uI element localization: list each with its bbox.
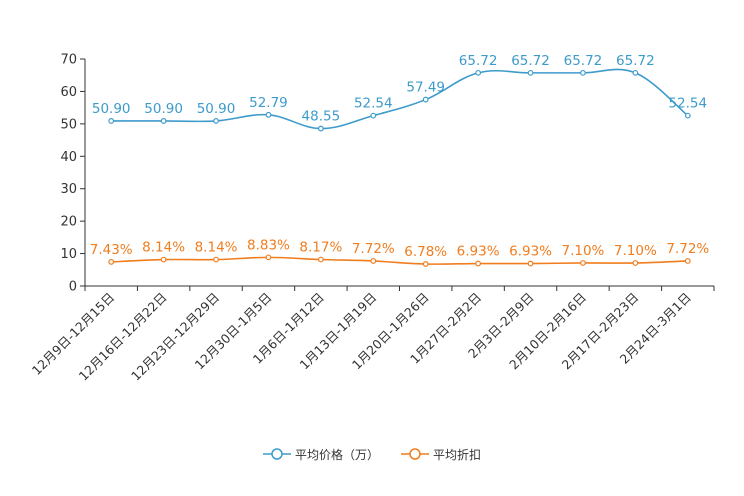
data-label-0: 50.90: [197, 101, 236, 117]
data-label-1: 6.93%: [509, 244, 552, 260]
series-line-0: [111, 68, 689, 130]
x-tick-label: 12月23日-12月29日: [128, 290, 222, 384]
legend-item-price[interactable]: 平均价格（万）: [262, 446, 379, 463]
data-label-0: 50.90: [92, 101, 131, 117]
data-label-0: 65.72: [511, 53, 550, 69]
data-label-1: 7.10%: [614, 243, 657, 259]
data-label-0: 65.72: [616, 53, 655, 69]
y-tick-label: 50: [60, 117, 77, 132]
data-point-1: [265, 254, 272, 261]
data-point-0: [475, 69, 482, 76]
data-point-0: [213, 118, 219, 124]
data-point-1: [527, 260, 534, 267]
data-point-0: [108, 118, 115, 124]
series-line-1: [111, 256, 688, 265]
data-label-0: 50.90: [144, 101, 183, 117]
y-tick-label: 70: [60, 53, 77, 68]
data-label-1: 8.14%: [142, 240, 185, 256]
data-point-1: [108, 259, 115, 265]
data-point-0: [265, 111, 272, 118]
data-label-1: 6.78%: [404, 244, 447, 260]
data-point-1: [475, 260, 482, 267]
data-point-1: [160, 256, 167, 263]
data-point-1: [213, 256, 219, 263]
data-label-1: 7.72%: [666, 241, 709, 257]
data-point-1: [422, 261, 429, 267]
x-tick-label: 12月16日-12月22日: [76, 290, 170, 384]
data-point-0: [317, 125, 324, 132]
data-point-1: [684, 258, 691, 264]
series-layer: [108, 68, 691, 267]
y-tick-label: 20: [60, 215, 77, 230]
data-labels: 50.90 50.90 50.90 52.79 48.55 52.54 57.49 65.72…: [90, 53, 710, 260]
data-point-1: [370, 258, 377, 264]
data-point-0: [160, 118, 167, 124]
y-tick-label: 10: [60, 247, 77, 262]
data-label-0: 48.55: [302, 109, 341, 125]
data-label-1: 8.83%: [247, 237, 290, 253]
data-point-0: [370, 112, 377, 119]
data-label-1: 6.93%: [457, 244, 500, 260]
data-label-0: 52.54: [354, 96, 393, 112]
data-label-1: 7.43%: [90, 242, 133, 258]
data-point-1: [580, 260, 586, 266]
data-point-0: [684, 112, 691, 119]
y-tick-label: 40: [60, 150, 77, 165]
data-label-1: 7.10%: [562, 243, 605, 259]
data-label-1: 7.72%: [352, 241, 395, 257]
data-label-0: 57.49: [406, 80, 445, 96]
data-point-0: [527, 69, 534, 76]
data-point-1: [632, 260, 639, 266]
data-label-0: 65.72: [459, 53, 498, 69]
data-label-0: 52.54: [668, 96, 707, 112]
data-point-1: [317, 256, 324, 263]
legend: 平均价格（万） 平均折扣: [0, 444, 744, 464]
data-label-0: 52.79: [249, 95, 288, 111]
data-label-1: 8.14%: [195, 240, 238, 256]
legend-item-discount[interactable]: 平均折扣: [401, 446, 481, 463]
y-tick-label: 30: [60, 182, 77, 197]
data-label-1: 8.17%: [299, 240, 342, 256]
data-point-0: [632, 69, 639, 76]
data-point-0: [422, 96, 429, 103]
y-tick-label: 0: [69, 280, 77, 295]
legend-price-icon: [262, 448, 291, 460]
y-tick-label: 60: [60, 85, 77, 100]
legend-price-label: 平均价格（万）: [294, 447, 379, 462]
data-point-0: [580, 69, 586, 76]
legend-discount-icon: [401, 448, 429, 460]
data-label-0: 65.72: [564, 53, 603, 69]
legend-discount-label: 平均折扣: [433, 447, 482, 462]
